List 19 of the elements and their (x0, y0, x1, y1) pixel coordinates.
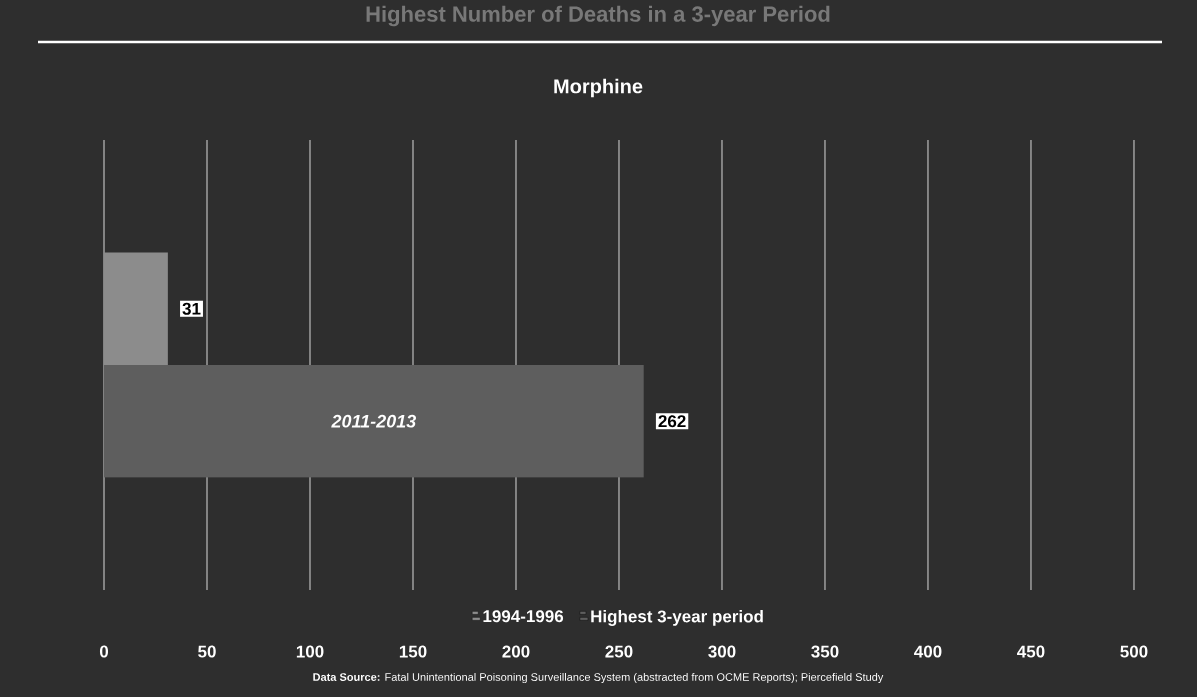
x-tick-label: 0 (99, 645, 109, 658)
x-tick-label: 500 (1120, 645, 1148, 658)
x-tick-label: 300 (708, 645, 736, 658)
chart-title: Highest Number of Deaths in a 3-year Period (366, 5, 830, 27)
legend-label: Highest 3-year period (591, 609, 763, 626)
x-tick-label: 450 (1017, 645, 1045, 658)
x-tick-label: 200 (502, 645, 530, 658)
data-label: 262 (658, 415, 686, 428)
annotation: 2011-2013 (331, 414, 417, 428)
x-tick-label: 50 (198, 645, 216, 658)
chart-subtitle: Morphine (554, 78, 643, 98)
legend-label: 1994-1996 (483, 610, 564, 623)
x-tick-label: 350 (811, 645, 839, 658)
x-tick-label: 250 (605, 645, 633, 658)
x-tick-label: 400 (914, 645, 942, 658)
x-tick-label: 100 (296, 645, 324, 658)
text: Data Source: Fatal Unintentional Poisoning Surveillance System (abstracted from OCME Reports); Piercefield Study (313, 672, 884, 684)
data-label: 31 (182, 302, 201, 315)
x-tick-label: 150 (399, 645, 427, 658)
